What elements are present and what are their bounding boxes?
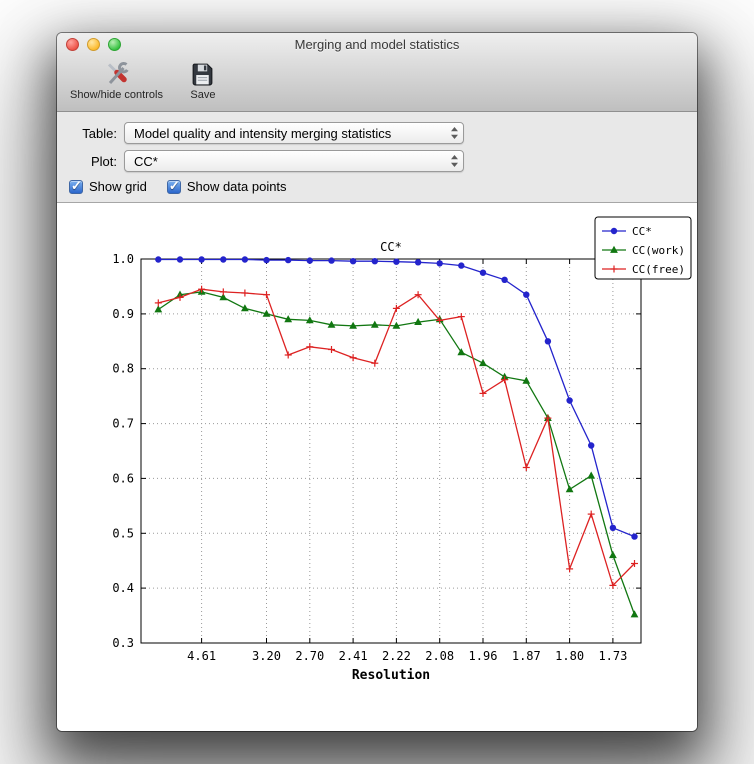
minimize-button[interactable] [87,38,100,51]
svg-text:0.9: 0.9 [112,307,134,321]
svg-text:1.96: 1.96 [469,649,498,663]
chart-title: CC* [380,240,402,254]
svg-text:0.7: 0.7 [112,417,134,431]
svg-text:1.80: 1.80 [555,649,584,663]
title-bar[interactable]: Merging and model statistics [57,33,697,55]
controls-panel: Table: Model quality and intensity mergi… [57,112,697,203]
show-data-points-label: Show data points [186,179,287,194]
svg-text:3.20: 3.20 [252,649,281,663]
save-icon [189,60,217,88]
show-grid-checkbox-box[interactable] [69,178,83,194]
plot-select-value: CC* [134,153,158,169]
table-select[interactable]: Model quality and intensity merging stat… [124,122,464,144]
axes-frame [140,258,642,644]
show-hide-controls-label: Show/hide controls [70,89,163,101]
traffic-lights [66,38,121,51]
checkbox-row: Show grid Show data points [69,178,697,194]
svg-text:CC(free): CC(free) [632,263,685,276]
show-grid-checkbox[interactable]: Show grid [69,178,147,194]
svg-text:0.6: 0.6 [112,471,134,485]
save-button[interactable]: Save [184,58,222,103]
svg-text:2.70: 2.70 [295,649,324,663]
svg-text:CC(work): CC(work) [632,244,685,257]
window-chrome: Merging and model statistics Show/hide c… [57,33,697,112]
svg-text:2.08: 2.08 [425,649,454,663]
save-label: Save [190,89,216,101]
show-hide-controls-button[interactable]: Show/hide controls [65,58,168,103]
legend: CC* CC(work) CC(free) [594,216,692,280]
x-axis-label: Resolution [352,668,430,683]
plot-svg: 0.3 0.4 0.5 0.6 0.7 0.8 0.9 1.0 4.61 3.20 2.70 2.41… [112,216,692,683]
svg-text:0.5: 0.5 [112,526,134,540]
window-title: Merging and model statistics [294,36,460,52]
show-data-points-checkbox[interactable]: Show data points [166,178,287,194]
popup-chevrons-icon [450,126,459,140]
svg-text:4.61: 4.61 [187,649,216,663]
series-cc-free [154,285,638,589]
axis-ticks: 0.3 0.4 0.5 0.6 0.7 0.8 0.9 1.0 4.61 3.20 2.70 2.41… [112,252,641,663]
close-button[interactable] [66,38,79,51]
app-window: Merging and model statistics Show/hide c… [57,33,697,731]
series-cc [155,256,638,540]
svg-text:2.41: 2.41 [339,649,368,663]
plot-label: Plot: [90,153,117,169]
svg-text:0.8: 0.8 [112,362,134,376]
svg-text:CC*: CC* [632,225,652,238]
plot-row: Plot: CC* [65,150,697,172]
svg-text:1.73: 1.73 [598,649,627,663]
svg-text:1.0: 1.0 [112,252,134,266]
svg-text:2.22: 2.22 [382,649,411,663]
svg-text:0.3: 0.3 [112,636,134,650]
table-row: Table: Model quality and intensity mergi… [65,122,697,144]
show-data-points-checkbox-box[interactable] [166,178,181,194]
popup-chevrons-icon [450,154,459,168]
show-grid-label: Show grid [89,179,147,194]
table-label: Table: [82,125,117,141]
chart-grid [141,258,641,644]
plot-select[interactable]: CC* [124,150,464,172]
tools-icon [102,60,130,88]
plot-area: 0.3 0.4 0.5 0.6 0.7 0.8 0.9 1.0 4.61 3.20 2.70 2.41… [57,203,697,731]
svg-text:1.87: 1.87 [512,649,541,663]
svg-text:0.4: 0.4 [112,581,134,595]
toolbar: Show/hide controls Save [57,55,697,111]
zoom-button[interactable] [108,38,121,51]
table-select-value: Model quality and intensity merging stat… [134,125,392,141]
